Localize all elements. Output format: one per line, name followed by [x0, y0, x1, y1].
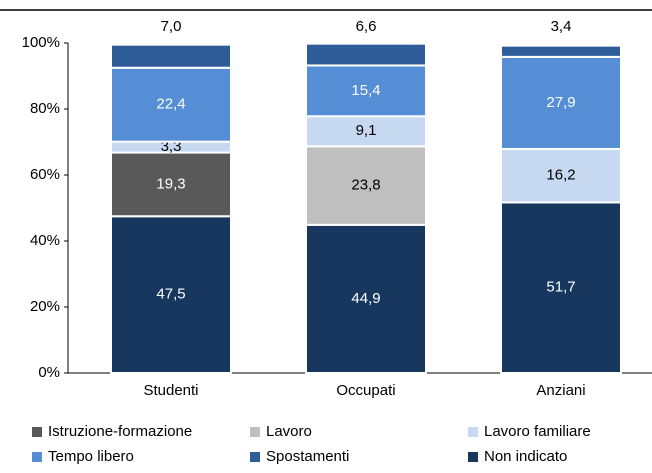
data-label: 19,3 — [156, 175, 185, 192]
y-tick-label: 0% — [38, 364, 60, 381]
data-label: 3,4 — [551, 18, 572, 35]
bar-segment — [110, 151, 232, 218]
legend-label: Tempo libero — [48, 448, 134, 465]
data-label: 16,2 — [546, 167, 575, 184]
data-label: 6,6 — [356, 18, 377, 35]
legend-label: Lavoro familiare — [484, 423, 591, 440]
x-tick-label: Occupati — [336, 382, 395, 399]
data-label: 22,4 — [156, 96, 185, 113]
data-label: 47,5 — [156, 286, 185, 303]
legend-label: Spostamenti — [266, 448, 349, 465]
legend-swatch — [32, 452, 42, 462]
bar-segment — [500, 201, 622, 374]
legend-swatch — [468, 452, 478, 462]
legend-label: Non indicato — [484, 448, 567, 465]
y-tick-label: 20% — [30, 298, 60, 315]
bar-segment — [500, 44, 622, 58]
y-tick-label: 40% — [30, 232, 60, 249]
legend-swatch — [250, 452, 260, 462]
data-label: 51,7 — [546, 279, 575, 296]
bar-segment — [500, 55, 622, 150]
bar-segment — [305, 223, 427, 374]
legend-swatch — [250, 427, 260, 437]
x-tick-label: Studenti — [143, 382, 198, 399]
data-label: 23,8 — [351, 177, 380, 194]
bar-segment — [305, 42, 427, 67]
legend-swatch — [468, 427, 478, 437]
y-tick-label: 80% — [30, 100, 60, 117]
data-label: 7,0 — [161, 18, 182, 35]
legend-label: Istruzione-formazione — [48, 423, 192, 440]
y-tick-label: 100% — [22, 34, 60, 51]
data-label: 27,9 — [546, 94, 575, 111]
legend-swatch — [32, 427, 42, 437]
data-label: 9,1 — [356, 122, 377, 139]
x-tick-label: Anziani — [536, 382, 585, 399]
bar-segment — [305, 64, 427, 118]
data-label: 15,4 — [351, 82, 380, 99]
bar-segment — [110, 43, 232, 69]
y-tick-label: 60% — [30, 166, 60, 183]
legend-label: Lavoro — [266, 423, 312, 440]
data-label: 44,9 — [351, 290, 380, 307]
bar-segment — [500, 147, 622, 204]
bar-segment — [110, 215, 232, 374]
